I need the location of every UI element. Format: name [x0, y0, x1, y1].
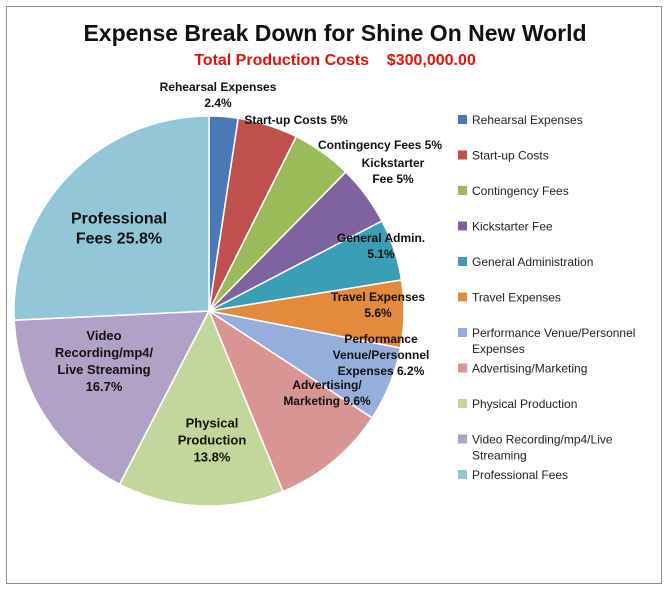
- slice-label-general-administration: General Admin. 5.1%: [337, 231, 425, 261]
- legend-item-physical-production: Physical Production: [472, 397, 577, 411]
- legend-swatch-contingency-fees: [458, 186, 467, 195]
- legend-swatch-travel-expenses: [458, 292, 467, 302]
- pie-slice-video-recording-mp4-live-streaming: [13, 310, 211, 486]
- slice-label-contingency-fees: Contingency Fees 5%: [318, 138, 442, 152]
- slice-labels: Rehearsal Expenses 2.4% Start-up Costs 5% C…: [55, 80, 442, 464]
- legend-item-rehearsal-expenses: Rehearsal Expenses: [472, 113, 583, 127]
- legend-swatch-rehearsal-expenses: [458, 115, 467, 124]
- legend-item-professional-fees: Professional Fees: [472, 468, 568, 482]
- legend-item-performance-venue-personnel-expenses: Performance Venue/Personnel Expenses: [472, 326, 635, 356]
- legend-item-travel-expenses: Travel Expenses: [472, 291, 561, 305]
- chart-title: Expense Break Down for Shine On New Worl…: [83, 20, 587, 46]
- pie-slices: [13, 115, 405, 507]
- chart-subtitle: Total Production Costs $300,000.00: [194, 52, 476, 69]
- legend-item-general-administration: General Administration: [472, 255, 593, 269]
- legend-swatch-video-recording-mp4-live-streaming: [458, 434, 467, 444]
- slice-label-start-up-costs: Start-up Costs 5%: [244, 113, 348, 127]
- legend-swatch-general-administration: [458, 257, 467, 266]
- slice-label-physical-production: Physical Production 13.8%: [178, 416, 247, 465]
- legend-item-advertising-marketing: Advertising/Marketing: [472, 362, 587, 376]
- pie-slice-advertising-marketing: [207, 309, 374, 493]
- legend-swatch-performance-venue-personnel-expenses: [458, 328, 467, 337]
- legend-swatch-start-up-costs: [458, 150, 467, 160]
- legend-swatch-kickstarter-fee: [458, 221, 467, 231]
- legend-swatch-advertising-marketing: [458, 363, 467, 373]
- legend-item-start-up-costs: Start-up Costs: [472, 149, 549, 163]
- legend: Rehearsal Expenses Start-up Costs Continge…: [458, 113, 635, 482]
- slice-label-professional-fees: Professional Fees 25.8%: [71, 211, 167, 248]
- slice-label-travel-expenses: Travel Expenses 5.6%: [331, 290, 425, 320]
- pie-slice-physical-production: [118, 309, 284, 507]
- legend-item-video-recording-mp4-live-streaming: Video Recording/mp4/Live Streaming: [472, 433, 613, 463]
- legend-item-contingency-fees: Contingency Fees: [472, 184, 569, 198]
- legend-swatch-physical-production: [458, 399, 467, 408]
- legend-item-kickstarter-fee: Kickstarter Fee: [472, 220, 553, 234]
- pie-slice-professional-fees: [13, 115, 210, 321]
- slice-label-kickstarter-fee: Kickstarter Fee 5%: [362, 156, 425, 186]
- slice-label-video-recording-mp4-live-streaming: Video Recording/mp4/Live Streaming 16.7%: [55, 328, 154, 394]
- slice-label-performance-venue-personnel-expenses: Performance Venue/Personnel Expenses 6.2%: [333, 332, 430, 378]
- legend-swatch-professional-fees: [458, 470, 467, 479]
- slice-label-rehearsal-expenses: Rehearsal Expenses 2.4%: [160, 80, 277, 110]
- slice-label-advertising-marketing: Advertising/Marketing 9.6%: [283, 378, 371, 408]
